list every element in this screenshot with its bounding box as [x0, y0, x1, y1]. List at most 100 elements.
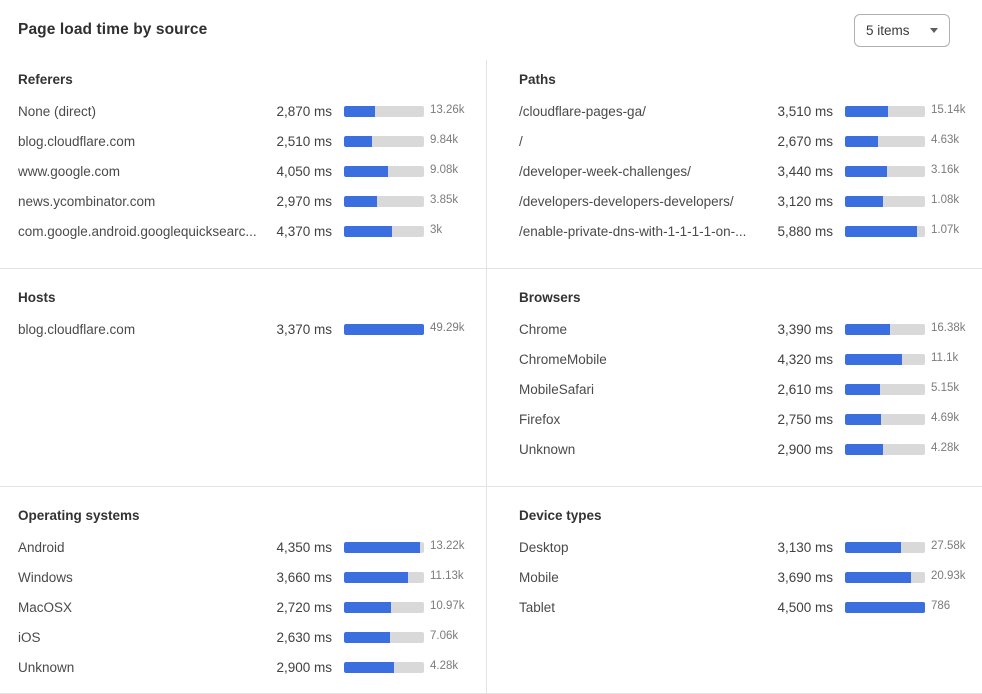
metric-bar-fill — [344, 105, 376, 117]
metric-bar-fill — [845, 105, 889, 117]
metric-bar — [344, 571, 424, 583]
metric-ms-value: 2,750 ms — [777, 411, 833, 427]
items-count-dropdown[interactable]: 5 items — [854, 13, 950, 47]
metric-bar-fill — [344, 195, 377, 207]
metric-bar-fill — [845, 323, 890, 335]
metric-row[interactable]: news.ycombinator.com 2,970 ms 3.85k — [18, 186, 470, 216]
metric-row[interactable]: Desktop 3,130 ms 27.58k — [519, 532, 966, 562]
metric-bar-fill — [344, 631, 390, 643]
metric-ms-value: 3,690 ms — [777, 569, 833, 585]
metric-row[interactable]: blog.cloudflare.com 3,370 ms 49.29k — [18, 314, 470, 344]
metric-row[interactable]: None (direct) 2,870 ms 13.26k — [18, 96, 470, 126]
metric-row[interactable]: / 2,670 ms 4.63k — [519, 126, 966, 156]
metric-bar-fill — [344, 323, 424, 335]
metric-row[interactable]: Unknown 2,900 ms 4.28k — [519, 434, 966, 464]
metric-bar — [845, 383, 925, 395]
metric-ms-value: 3,440 ms — [777, 163, 833, 179]
metric-row[interactable]: Firefox 2,750 ms 4.69k — [519, 404, 966, 434]
metric-count: 27.58k — [931, 540, 966, 552]
metric-label: ChromeMobile — [519, 351, 607, 367]
metric-label: blog.cloudflare.com — [18, 133, 136, 149]
metric-row[interactable]: /cloudflare-pages-ga/ 3,510 ms 15.14k — [519, 96, 966, 126]
metric-bar — [845, 541, 925, 553]
metric-ms-value: 2,510 ms — [276, 133, 332, 149]
panel-title: Referers — [18, 72, 73, 87]
metric-bar — [845, 601, 925, 613]
metric-row[interactable]: /enable-private-dns-with-1-1-1-1-on-... … — [519, 216, 966, 246]
metric-ms-value: 3,390 ms — [777, 321, 833, 337]
metric-bar — [344, 165, 424, 177]
metric-label: MacOSX — [18, 599, 73, 615]
metric-ms-value: 4,050 ms — [276, 163, 332, 179]
metric-bar-fill — [845, 225, 918, 237]
metric-count: 9.08k — [430, 164, 459, 176]
metric-bar — [845, 165, 925, 177]
metric-bar-fill — [845, 353, 903, 365]
metric-ms-value: 4,500 ms — [777, 599, 833, 615]
metric-ms-value: 5,880 ms — [777, 223, 833, 239]
metric-bar-fill — [344, 225, 392, 237]
metric-row[interactable]: Tablet 4,500 ms 786 — [519, 592, 966, 622]
panel-title: Hosts — [18, 290, 56, 305]
metric-ms-value: 4,350 ms — [276, 539, 332, 555]
metric-bar — [845, 225, 925, 237]
metric-count: 4.63k — [931, 134, 960, 146]
metric-label: blog.cloudflare.com — [18, 321, 136, 337]
metric-bar-fill — [344, 165, 389, 177]
metric-ms-value: 3,120 ms — [777, 193, 833, 209]
panel-rows: Chrome 3,390 ms 16.38k ChromeMobile 4,32… — [519, 314, 966, 464]
metric-bar — [344, 195, 424, 207]
metric-bar-fill — [845, 571, 911, 583]
metric-count: 4.28k — [931, 442, 960, 454]
metric-row[interactable]: /developer-week-challenges/ 3,440 ms 3.1… — [519, 156, 966, 186]
metric-row[interactable]: Chrome 3,390 ms 16.38k — [519, 314, 966, 344]
metric-row[interactable]: Mobile 3,690 ms 20.93k — [519, 562, 966, 592]
metric-count: 10.97k — [430, 600, 465, 612]
metric-bar — [344, 541, 424, 553]
metric-ms-value: 3,370 ms — [276, 321, 332, 337]
metric-bar-fill — [845, 443, 884, 455]
metric-bar — [344, 225, 424, 237]
metric-row[interactable]: /developers-developers-developers/ 3,120… — [519, 186, 966, 216]
metric-label: /enable-private-dns-with-1-1-1-1-on-... — [519, 223, 747, 239]
metric-label: Unknown — [18, 659, 75, 675]
metric-bar — [845, 353, 925, 365]
metric-count: 5.15k — [931, 382, 960, 394]
panel-title: Operating systems — [18, 508, 140, 523]
panel-browsers: Browsers Chrome 3,390 ms 16.38k ChromeMo… — [486, 268, 982, 486]
metric-row[interactable]: www.google.com 4,050 ms 9.08k — [18, 156, 470, 186]
metric-row[interactable]: com.google.android.googlequicksearc... 4… — [18, 216, 470, 246]
metric-count: 13.26k — [430, 104, 465, 116]
metric-bar — [845, 413, 925, 425]
metric-ms-value: 4,320 ms — [777, 351, 833, 367]
metric-ms-value: 3,510 ms — [777, 103, 833, 119]
metric-bar — [845, 323, 925, 335]
metric-bar — [845, 105, 925, 117]
metric-row[interactable]: iOS 2,630 ms 7.06k — [18, 622, 470, 652]
metric-row[interactable]: ChromeMobile 4,320 ms 11.1k — [519, 344, 966, 374]
metric-row[interactable]: Unknown 2,900 ms 4.28k — [18, 652, 470, 682]
metric-label: news.ycombinator.com — [18, 193, 156, 209]
panel-rows: /cloudflare-pages-ga/ 3,510 ms 15.14k / … — [519, 96, 966, 246]
metric-row[interactable]: Windows 3,660 ms 11.13k — [18, 562, 470, 592]
metric-bar-fill — [845, 135, 878, 147]
metric-count: 11.13k — [430, 570, 464, 582]
metric-count: 11.1k — [931, 352, 959, 364]
metric-row[interactable]: blog.cloudflare.com 2,510 ms 9.84k — [18, 126, 470, 156]
metric-bar — [845, 195, 925, 207]
metric-row[interactable]: MacOSX 2,720 ms 10.97k — [18, 592, 470, 622]
metric-label: iOS — [18, 629, 41, 645]
metric-row[interactable]: MobileSafari 2,610 ms 5.15k — [519, 374, 966, 404]
panel-rows: Desktop 3,130 ms 27.58k Mobile 3,690 ms … — [519, 532, 966, 622]
metric-count: 1.08k — [931, 194, 960, 206]
metric-ms-value: 2,970 ms — [276, 193, 332, 209]
metric-label: Windows — [18, 569, 73, 585]
chevron-down-icon — [930, 27, 938, 33]
panel-rows: blog.cloudflare.com 3,370 ms 49.29k — [18, 314, 470, 344]
metric-ms-value: 2,900 ms — [276, 659, 332, 675]
metric-label: /developers-developers-developers/ — [519, 193, 734, 209]
metric-label: /developer-week-challenges/ — [519, 163, 691, 179]
metric-count: 7.06k — [430, 630, 459, 642]
metric-label: Desktop — [519, 539, 569, 555]
metric-row[interactable]: Android 4,350 ms 13.22k — [18, 532, 470, 562]
